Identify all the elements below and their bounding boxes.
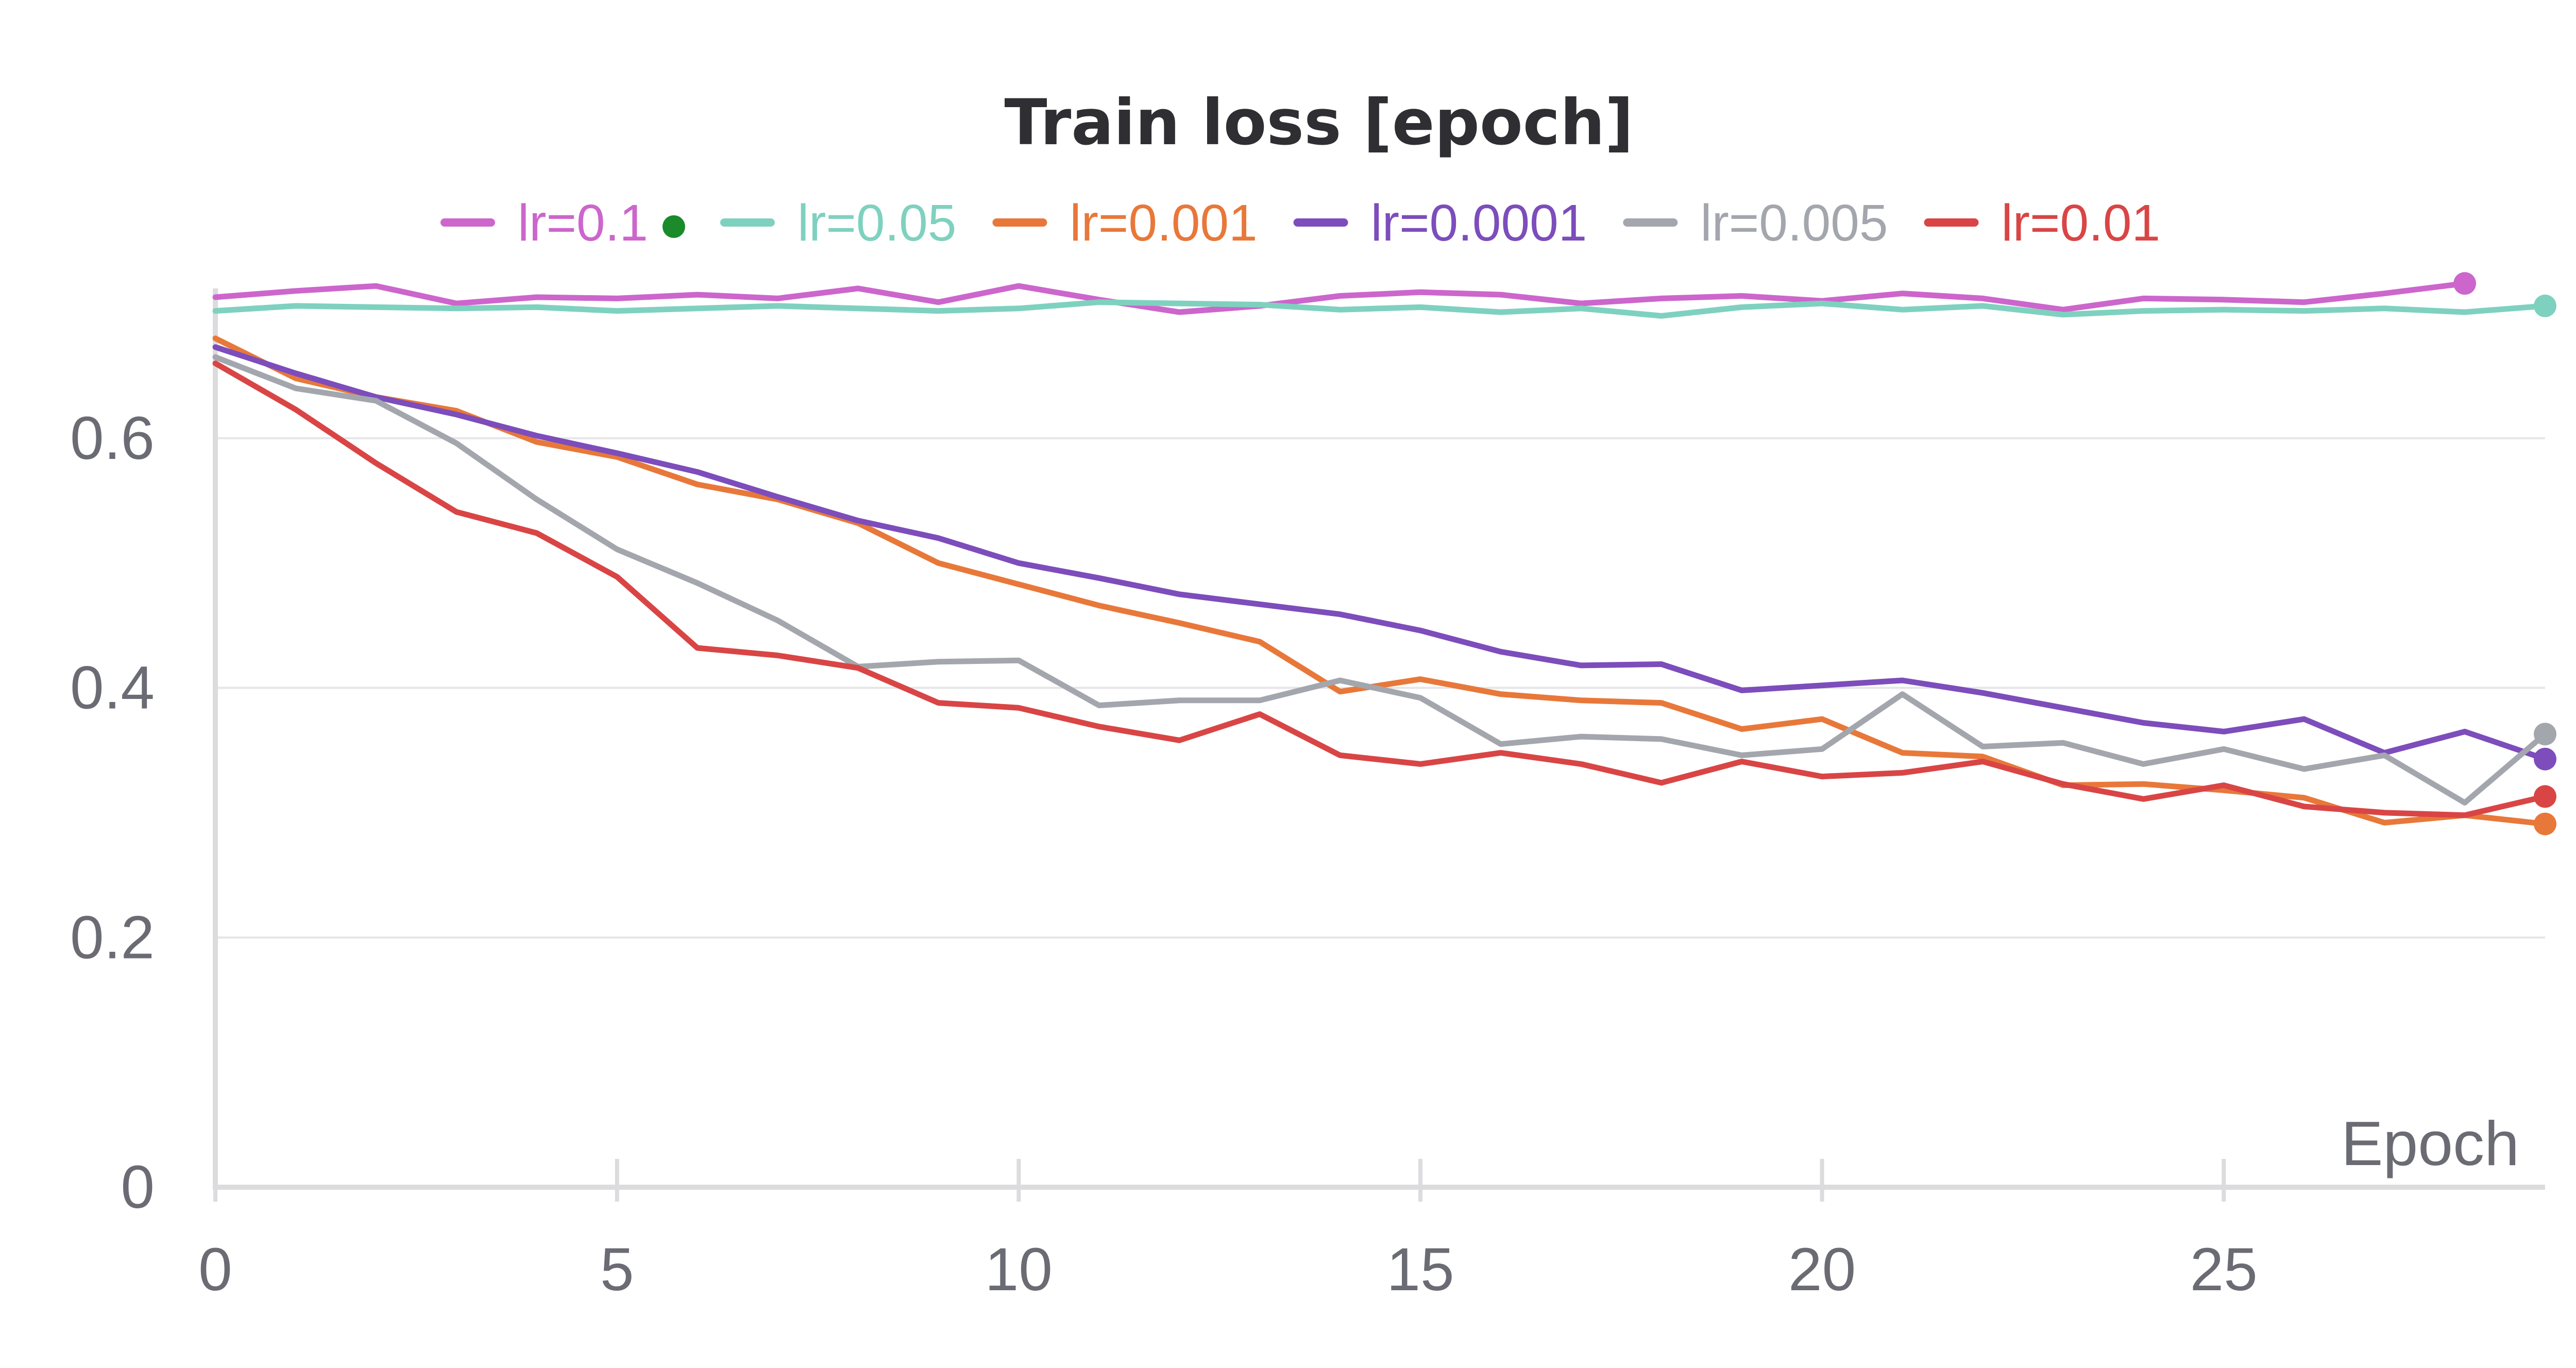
series-line-0 xyxy=(212,280,2468,315)
x-axis-label: Epoch xyxy=(2341,1108,2519,1178)
x-tick-label: 5 xyxy=(600,1236,634,1304)
series-end-point-4 xyxy=(2534,723,2556,746)
legend-label: lr=0.01 xyxy=(2002,194,2161,252)
y-tick-label: 0.2 xyxy=(70,903,155,971)
legend-item-5[interactable]: lr=0.01 xyxy=(1924,194,2161,252)
legend-active-dot-icon xyxy=(662,215,685,238)
series-line-3 xyxy=(212,344,2548,762)
series-end-point-1 xyxy=(2534,294,2556,317)
y-tick-label: 0.4 xyxy=(70,654,155,722)
x-tick-label: 20 xyxy=(1788,1236,1856,1304)
y-tick-label: 0.6 xyxy=(70,404,155,472)
x-tick-label: 25 xyxy=(2190,1236,2258,1304)
chart-title: Train loss [epoch] xyxy=(1004,86,1633,159)
x-tick-label: 0 xyxy=(198,1236,232,1304)
legend-item-2[interactable]: lr=0.001 xyxy=(992,194,1258,252)
legend-label: lr=0.001 xyxy=(1070,194,1257,252)
x-tick-label: 10 xyxy=(985,1236,1053,1304)
series-line-1 xyxy=(212,299,2548,319)
legend-item-4[interactable]: lr=0.005 xyxy=(1623,194,1888,252)
x-tick-label: 15 xyxy=(1386,1236,1454,1304)
legend-item-1[interactable]: lr=0.05 xyxy=(720,194,957,252)
series-line-4 xyxy=(212,354,2548,806)
legend-label: lr=0.1 xyxy=(518,194,648,252)
series-end-point-5 xyxy=(2534,785,2556,808)
series-layer xyxy=(212,272,2556,835)
y-tick-label: 0 xyxy=(121,1153,155,1221)
series-line-5 xyxy=(212,360,2548,818)
legend-label: lr=0.005 xyxy=(1700,194,1888,252)
legend: lr=0.1 lr=0.05 lr=0.001 lr=0.0001 lr=0.005 lr… xyxy=(440,194,2161,252)
legend-item-3[interactable]: lr=0.0001 xyxy=(1293,194,1587,252)
legend-item-0[interactable]: lr=0.1 xyxy=(440,194,685,252)
series-end-point-0 xyxy=(2453,272,2477,295)
series-line-2 xyxy=(212,335,2548,827)
legend-label: lr=0.05 xyxy=(798,194,957,252)
series-end-point-3 xyxy=(2534,747,2556,771)
series-end-point-2 xyxy=(2534,812,2556,835)
axes: 0 0.2 0.4 0.6 0 5 10 15 20 25 xyxy=(70,288,2545,1304)
legend-label: lr=0.0001 xyxy=(1371,194,1587,252)
